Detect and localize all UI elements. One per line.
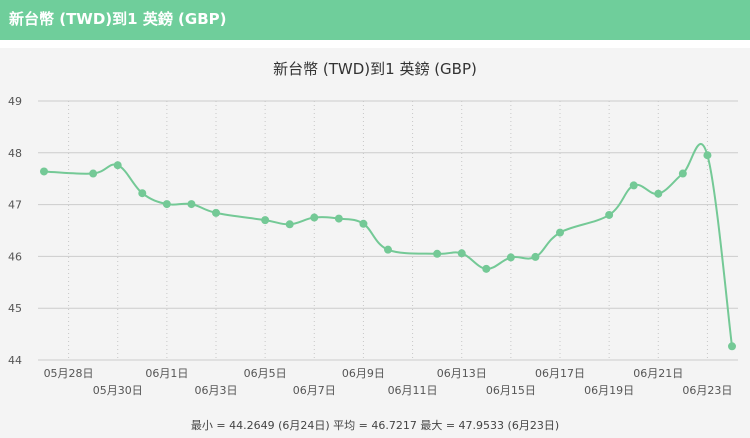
data-point[interactable] [89, 169, 98, 178]
data-point[interactable] [482, 264, 491, 273]
data-point[interactable] [457, 249, 466, 258]
data-point[interactable] [212, 208, 220, 217]
data-point[interactable] [138, 189, 147, 198]
series-points [40, 151, 736, 351]
x-tick-label: 06月17日 [535, 367, 585, 380]
series-line [43, 143, 733, 347]
data-point[interactable] [162, 200, 171, 209]
x-tick-label: 06月9日 [342, 367, 385, 380]
data-point[interactable] [629, 181, 638, 190]
y-tick-label: 44 [8, 354, 22, 367]
x-tick-label: 06月1日 [145, 367, 188, 380]
y-tick-label: 47 [8, 199, 22, 212]
data-point[interactable] [310, 213, 319, 222]
x-tick-label: 06月21日 [633, 367, 683, 380]
data-point[interactable] [678, 169, 687, 178]
y-gridlines [38, 100, 738, 361]
data-point[interactable] [506, 253, 515, 262]
data-point[interactable] [531, 252, 540, 261]
data-point[interactable] [40, 167, 48, 176]
x-tick-label: 06月19日 [584, 384, 634, 397]
data-point[interactable] [703, 151, 712, 160]
x-tick-label: 05月30日 [93, 384, 143, 397]
data-point[interactable] [113, 161, 122, 170]
header-title: 新台幣 (TWD)到1 英鎊 (GBP) [9, 10, 227, 28]
x-tick-label: 06月7日 [293, 384, 336, 397]
data-point[interactable] [556, 228, 564, 237]
y-tick-label: 49 [8, 95, 22, 108]
x-tick-label: 06月5日 [244, 367, 287, 380]
data-point[interactable] [654, 189, 663, 198]
series-line-path [43, 143, 733, 347]
summary-stats: 最小 = 44.2649 (6月24日) 平均 = 46.7217 最大 = 4… [191, 418, 559, 432]
data-point[interactable] [728, 342, 736, 351]
data-point[interactable] [187, 200, 196, 209]
x-tick-label: 06月15日 [486, 384, 536, 397]
data-point[interactable] [359, 219, 368, 228]
data-point[interactable] [605, 210, 614, 219]
x-tick-label: 06月11日 [388, 384, 438, 397]
x-tick-label: 06月23日 [682, 384, 732, 397]
chart-title: 新台幣 (TWD)到1 英鎊 (GBP) [273, 60, 477, 78]
y-tick-label: 45 [8, 302, 22, 315]
data-point[interactable] [384, 245, 392, 254]
x-tick-label: 06月13日 [437, 367, 487, 380]
data-point[interactable] [261, 216, 270, 225]
page-header: 新台幣 (TWD)到1 英鎊 (GBP) [0, 0, 750, 40]
y-tick-label: 48 [8, 147, 22, 160]
x-gridlines [68, 101, 708, 360]
x-tick-label: 05月28日 [44, 367, 94, 380]
chart-panel: 新台幣 (TWD)到1 英鎊 (GBP) 44 45 46 47 48 49 05月28日… [0, 48, 750, 438]
x-tick-label: 06月3日 [195, 384, 238, 397]
x-tick-labels: 05月28日05月30日06月1日06月3日06月5日06月7日06月9日06月… [44, 367, 733, 397]
data-point[interactable] [285, 220, 294, 229]
data-point[interactable] [433, 249, 442, 258]
data-point[interactable] [334, 214, 343, 223]
line-chart: 新台幣 (TWD)到1 英鎊 (GBP) 44 45 46 47 48 49 05月28日… [8, 60, 738, 432]
y-tick-labels: 44 45 46 47 48 49 [8, 95, 22, 367]
y-tick-label: 46 [8, 250, 22, 263]
